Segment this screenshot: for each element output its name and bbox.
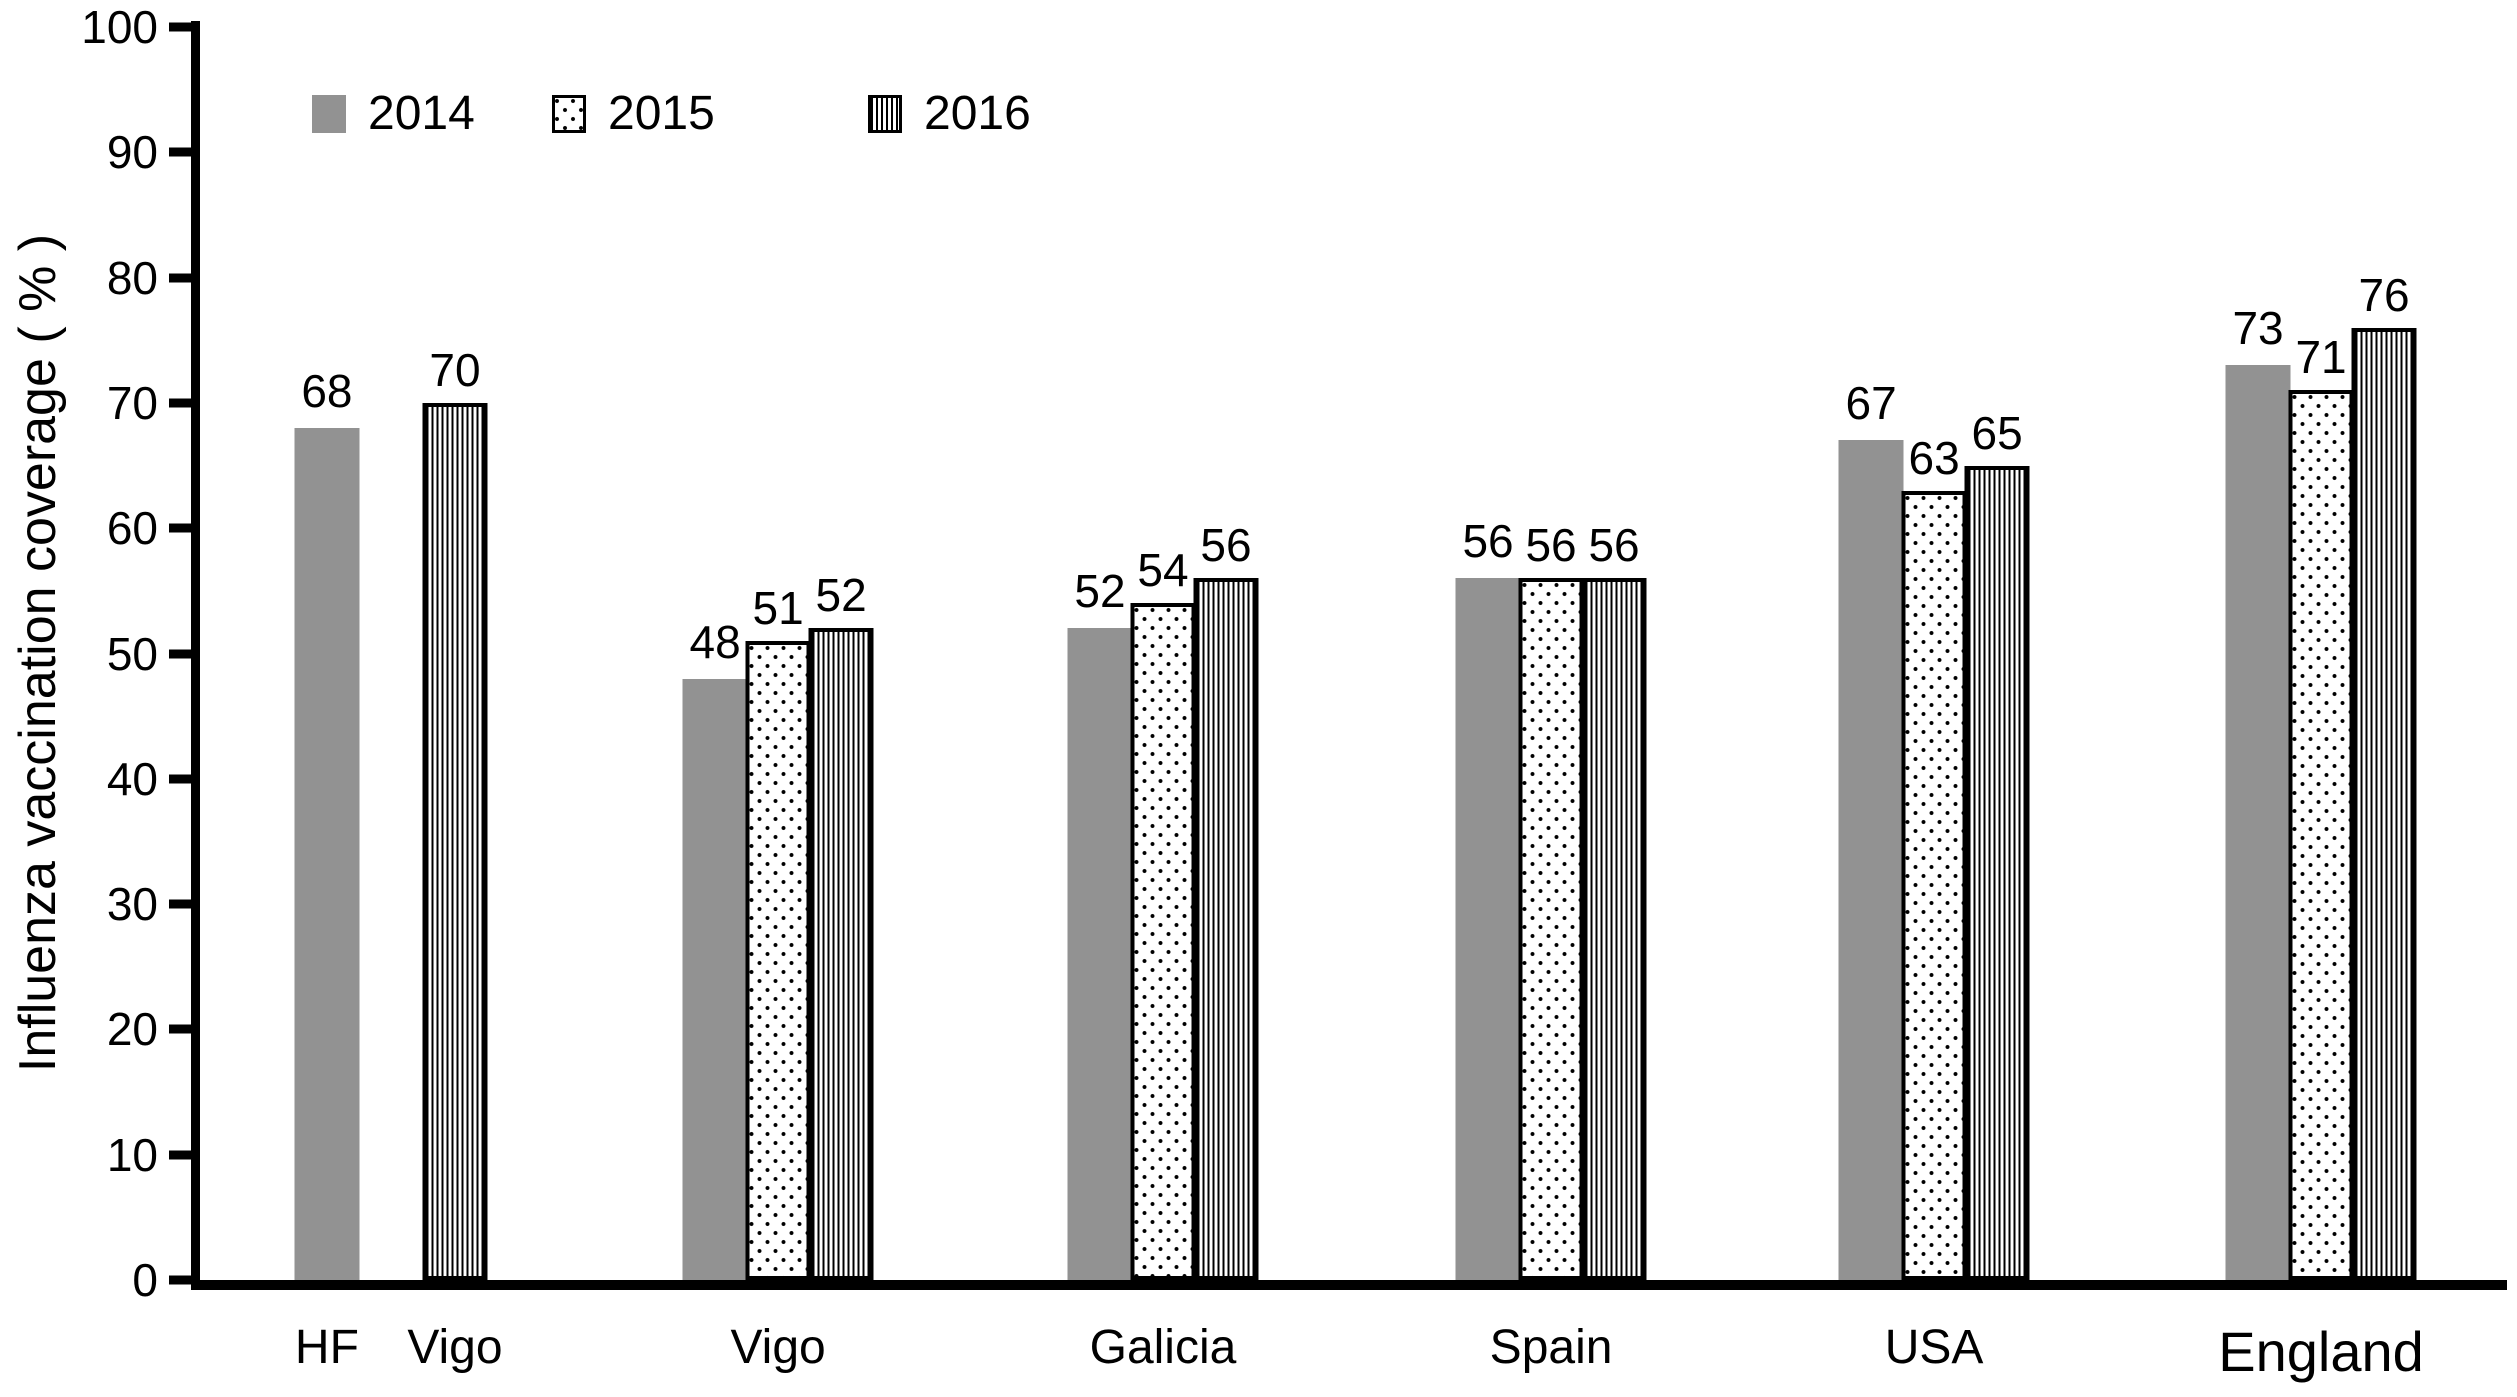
x-axis-line [191,1280,2507,1290]
y-tick-50 [169,649,191,658]
bar-group-galicia-3: 52 54 56 [1067,522,1259,1280]
category-label-vigo-2: Vigo [730,1321,826,1374]
y-tick-70 [169,398,191,408]
bar-2015-england: 71 [2288,334,2354,1280]
legend-label: 2015 [608,87,715,140]
legend-swatch-solid-gray [312,95,346,133]
legend-item-2015: 2015 [552,90,715,138]
category-label-england-6: England [2218,1320,2424,1383]
bar-2015-galicia: 54 [1130,547,1196,1280]
bar-value-label: 56 [1588,519,1640,571]
bar-2014-england: 73 [2225,305,2291,1280]
bar-2015-spain: 56 [1518,522,1584,1280]
bar-2014-usa: 67 [1838,380,1904,1280]
bar-2014-galicia: 52 [1067,568,1133,1280]
bar-value-label: 51 [752,582,804,634]
y-tick-10 [169,1150,191,1160]
bar-group-usa-5: 67 63 65 [1838,380,2030,1280]
y-tick-60 [169,523,191,533]
plot-area: 0 10 20 30 40 50 60 70 80 90 100 68 70 48 51 52 52 54 56 5… [81,4,2507,1380]
bar-2014-spain: 56 [1455,518,1521,1280]
bar-2015-usa: 63 [1901,435,1967,1280]
y-tick-30 [169,899,191,909]
bar-value-label: 68 [301,365,353,417]
bar-value-label: 56 [1525,519,1577,571]
bar-value-label: 52 [1074,565,1126,617]
bar-2016-galicia: 56 [1193,522,1259,1280]
bar-value-label: 73 [2232,302,2284,354]
y-tick-0 [169,1275,191,1285]
bar-2016-vigo: 70 [422,347,488,1280]
legend-swatch-striped [868,95,902,133]
bar-value-label: 63 [1908,432,1960,484]
bar-2016-usa: 65 [1964,410,2030,1280]
category-label-hf-0: HF [294,1321,359,1374]
category-label-galicia-3: Galicia [1089,1321,1237,1374]
y-tick-20 [169,1024,191,1034]
bar-2014-vigo: 48 [682,619,748,1280]
y-axis-line [191,21,200,1290]
y-axis-title-text: Influenza vaccination coverage ( % ) [9,233,67,1073]
y-tick-40 [169,774,191,784]
bar-2016-spain: 56 [1581,522,1647,1280]
legend-label: 2014 [368,87,475,140]
bar-2015-vigo: 51 [745,585,811,1280]
y-tick-100 [169,22,191,32]
bar-group-england-6: 73 71 76 [2225,272,2417,1280]
bar-value-label: 56 [1462,515,1514,567]
legend-label: 2016 [924,87,1031,140]
bar-group-vigo-1: 70 [422,347,488,1280]
category-label-vigo-1: Vigo [407,1321,503,1374]
legend-item-2014: 2014 [312,90,475,138]
y-tick-90 [169,147,191,157]
category-label-spain-4: Spain [1489,1321,1613,1374]
bar-value-label: 52 [815,569,867,621]
bar-group-hf-0: 68 [294,368,360,1280]
bar-value-label: 65 [1971,407,2023,459]
bar-value-label: 48 [689,616,741,668]
bar-2016-vigo: 52 [808,572,874,1280]
bar-value-label: 54 [1137,544,1189,596]
bar-value-label: 67 [1845,377,1897,429]
legend-swatch-dotted [552,95,586,133]
bar-value-label: 71 [2295,331,2347,383]
bar-group-vigo-2: 48 51 52 [682,572,874,1280]
bar-value-label: 56 [1200,519,1252,571]
y-axis-title: Influenza vaccination coverage ( % ) [8,234,68,1072]
bar-value-label: 70 [429,344,481,396]
bar-value-label: 76 [2358,269,2410,321]
bar-2016-england: 76 [2351,272,2417,1280]
category-label-usa-5: USA [1884,1321,1984,1374]
bar-group-spain-4: 56 56 56 [1455,518,1647,1280]
y-tick-80 [169,273,191,283]
bar-2014-hf: 68 [294,368,360,1280]
legend-item-2016: 2016 [868,90,1031,138]
